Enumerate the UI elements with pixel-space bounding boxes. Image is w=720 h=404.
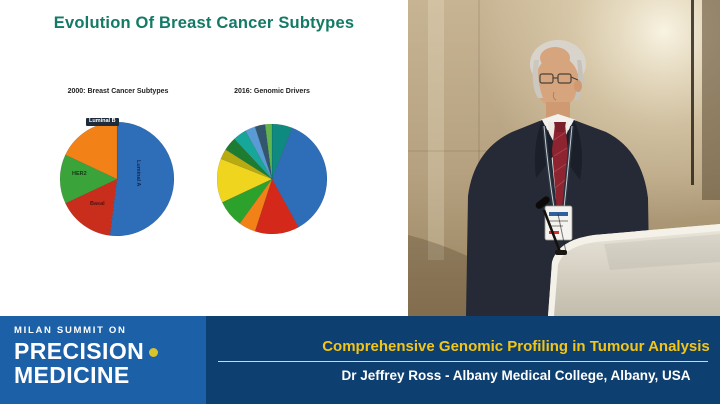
pie-2000-caption: 2000: Breast Cancer Subtypes xyxy=(67,88,169,95)
speaker-ear xyxy=(574,80,582,92)
pie-2016-caption: 2016: Genomic Drivers xyxy=(234,88,310,95)
speaker xyxy=(466,40,650,316)
microphone xyxy=(535,196,567,255)
summit-logo: MILAN SUMMIT ON PRECISION MEDICINE xyxy=(0,316,206,404)
pie-chart-2016-genomic-drivers xyxy=(216,123,328,235)
banner-divider xyxy=(218,360,708,362)
speaker-photo xyxy=(408,0,720,316)
pie1-label-basal: Basal xyxy=(90,201,105,207)
logo-line-milan-summit-on: MILAN SUMMIT ON xyxy=(14,325,127,336)
pie1-label-her2: HER2 xyxy=(72,171,87,177)
pie1-label-luminal-a: Luminal A xyxy=(135,160,141,187)
logo-dot-icon xyxy=(149,348,159,358)
banner-text-area: Comprehensive Genomic Profiling in Tumou… xyxy=(206,316,720,404)
pie-chart-2000-subtypes: Luminal B Luminal A HER2 Basal xyxy=(59,118,175,237)
logo-line-precision: PRECISION xyxy=(14,339,206,363)
lower-third-banner: MILAN SUMMIT ON PRECISION MEDICINE Compr… xyxy=(0,316,720,404)
speaker-neck xyxy=(546,102,570,120)
speaker-glasses xyxy=(539,73,579,84)
speaker-name-affiliation: Dr Jeffrey Ross - Albany Medical College… xyxy=(341,367,691,383)
slide-panel: Evolution Of Breast Cancer Subtypes 2000… xyxy=(0,0,408,316)
talk-title: Comprehensive Genomic Profiling in Tumou… xyxy=(322,337,710,355)
pie1-label-luminal-b: Luminal B xyxy=(86,118,119,126)
speaker-face xyxy=(535,56,579,108)
speaker-video-panel xyxy=(408,0,720,316)
podium xyxy=(548,224,720,316)
logo-line-medicine: MEDICINE xyxy=(14,362,130,389)
slide-title: Evolution Of Breast Cancer Subtypes xyxy=(53,14,355,32)
